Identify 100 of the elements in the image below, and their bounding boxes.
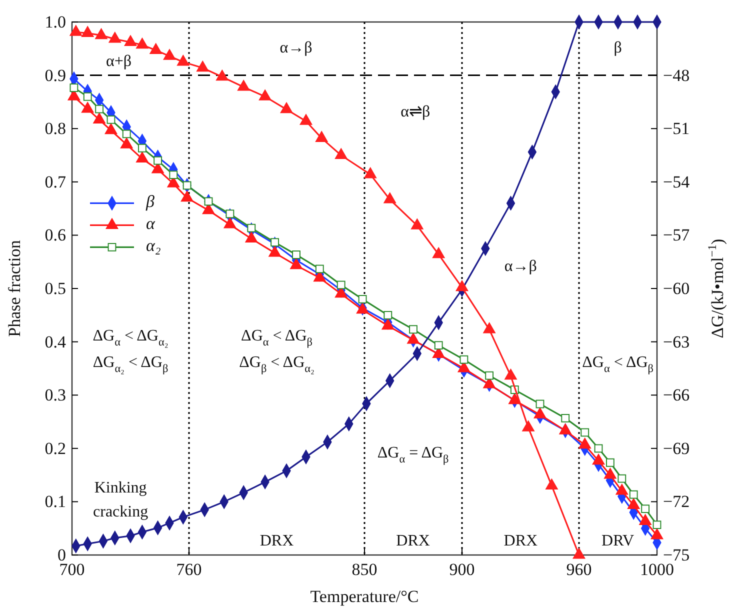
y2-tick-label: −60	[663, 278, 690, 298]
y-tick-label: 0.4	[44, 332, 66, 352]
point	[104, 123, 118, 134]
x-tick-label: 760	[176, 560, 202, 580]
point	[618, 474, 626, 483]
point	[534, 408, 546, 418]
point	[592, 454, 605, 465]
point	[364, 167, 376, 178]
y-tick-label: 0.2	[44, 438, 66, 458]
annotation: ΔG$_{α}$ < ΔG$_{β}$	[582, 354, 654, 375]
point	[508, 393, 521, 404]
annotation: ΔG$_{α}$ = ΔG$_{β}$	[377, 444, 450, 466]
point	[136, 152, 148, 163]
annotation: DRX	[396, 532, 430, 550]
y2-tick-label: −54	[663, 172, 690, 192]
y2-tick-label: −69	[663, 438, 690, 458]
point	[247, 224, 256, 232]
x-tick-label: 900	[449, 560, 475, 580]
point	[93, 112, 106, 124]
point	[70, 25, 82, 36]
point	[280, 102, 293, 114]
point	[639, 514, 652, 525]
point	[616, 484, 628, 495]
y-tick-label: 0.3	[44, 386, 66, 405]
point	[81, 102, 94, 113]
annotation: α+β	[106, 52, 132, 70]
y-tick-label: 0.7	[44, 172, 66, 192]
point	[432, 247, 445, 258]
point	[237, 80, 250, 91]
y2-tick-label: −63	[663, 332, 690, 352]
legend-label: β	[145, 192, 155, 212]
point	[456, 280, 468, 292]
point	[522, 420, 534, 432]
point	[150, 43, 162, 54]
point	[483, 322, 496, 334]
y-tick-label: 0.5	[44, 278, 66, 298]
annotation: α⇌β	[400, 103, 430, 120]
point	[122, 130, 131, 138]
point	[627, 498, 640, 510]
y-tick-label: 0.9	[44, 66, 66, 85]
point	[138, 144, 146, 152]
point	[356, 302, 369, 314]
point	[460, 355, 468, 364]
point	[224, 218, 236, 228]
annotation: ΔG$_{β}$ < ΔG$_{α₂}$	[239, 354, 314, 375]
annotation: DRX	[260, 532, 294, 550]
point	[641, 504, 650, 514]
point	[409, 325, 418, 334]
point	[95, 104, 104, 114]
point	[407, 333, 420, 344]
point	[268, 246, 281, 257]
x-tick-label: 960	[566, 560, 592, 580]
point	[169, 170, 178, 179]
point	[120, 138, 133, 148]
annotation: ΔG$_{α}$ < ΔG$_{β}$	[241, 327, 313, 348]
point	[163, 49, 176, 60]
point	[300, 114, 312, 125]
point	[604, 468, 616, 479]
y-axis-title: Phase fraction	[5, 240, 24, 337]
point	[384, 192, 396, 204]
point	[154, 156, 162, 165]
annotation: cracking	[93, 503, 148, 520]
x-axis-title: Temperature/°C	[310, 587, 419, 606]
point	[334, 148, 348, 160]
point	[561, 414, 570, 422]
point	[358, 294, 367, 304]
y-tick-label: 1.0	[44, 12, 66, 32]
point	[606, 458, 614, 467]
point	[292, 250, 300, 259]
y-tick-label: 0.6	[44, 226, 66, 245]
point	[650, 528, 664, 540]
annotation: α→β	[280, 39, 312, 56]
y2-tick-label: −51	[663, 119, 690, 138]
annotation: β	[614, 39, 622, 56]
point	[108, 32, 122, 43]
point	[536, 400, 544, 408]
point	[196, 60, 209, 72]
point	[245, 232, 258, 243]
y2-tick-label: −72	[663, 492, 690, 512]
point	[95, 28, 108, 40]
point	[290, 258, 302, 270]
point	[258, 90, 272, 100]
point	[70, 84, 78, 92]
point	[652, 520, 662, 530]
annotation: ΔG$_{α}$ < ΔG$_{α₂}$	[92, 327, 168, 348]
point	[136, 38, 148, 49]
annotation: DRV	[602, 532, 634, 550]
point	[177, 54, 190, 66]
point	[504, 368, 517, 380]
point	[106, 116, 116, 124]
annotation: α→β	[504, 258, 537, 275]
point	[216, 70, 228, 81]
point	[411, 218, 424, 230]
point	[580, 428, 590, 437]
legend-label: α	[146, 214, 156, 234]
y2-tick-label: −48	[663, 66, 690, 85]
point	[384, 310, 392, 320]
point	[629, 490, 638, 499]
point	[204, 197, 213, 206]
annotation: DRX	[504, 532, 538, 550]
